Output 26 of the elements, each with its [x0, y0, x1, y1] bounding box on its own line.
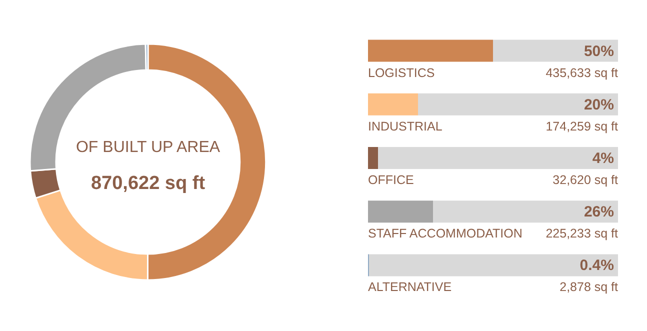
- text: OF BUILT UP AREA: [76, 139, 220, 156]
- annotation: 32,620 sq ft: [552, 173, 619, 187]
- bar: [368, 93, 418, 116]
- bar: [433, 200, 618, 223]
- annotation: 225,233 sq ft: [546, 226, 619, 241]
- bar: [418, 93, 618, 116]
- bar: [368, 147, 378, 169]
- annotation: 435,633 sq ft: [546, 66, 619, 80]
- annotation: 50%: [584, 42, 614, 60]
- annotation: 2,878 sq ft: [560, 280, 619, 294]
- bar: [368, 40, 493, 62]
- bar: [368, 200, 433, 223]
- y-tick-label: INDUSTRIAL: [368, 119, 442, 134]
- bar: [493, 40, 618, 62]
- annotation: 4%: [592, 150, 614, 167]
- y-tick-label: OFFICE: [368, 173, 414, 187]
- y-tick-label: LOGISTICS: [368, 66, 435, 80]
- bar: [369, 254, 618, 276]
- y-tick-label: STAFF ACCOMMODATION: [368, 226, 522, 241]
- annotation: 26%: [584, 204, 614, 221]
- annotation: 20%: [584, 96, 614, 114]
- bar: [378, 147, 618, 169]
- annotation: 0.4%: [580, 257, 614, 274]
- y-tick-label: ALTERNATIVE: [368, 280, 452, 294]
- annotation: 174,259 sq ft: [546, 119, 619, 134]
- text: 870,622 sq ft: [90, 173, 206, 194]
